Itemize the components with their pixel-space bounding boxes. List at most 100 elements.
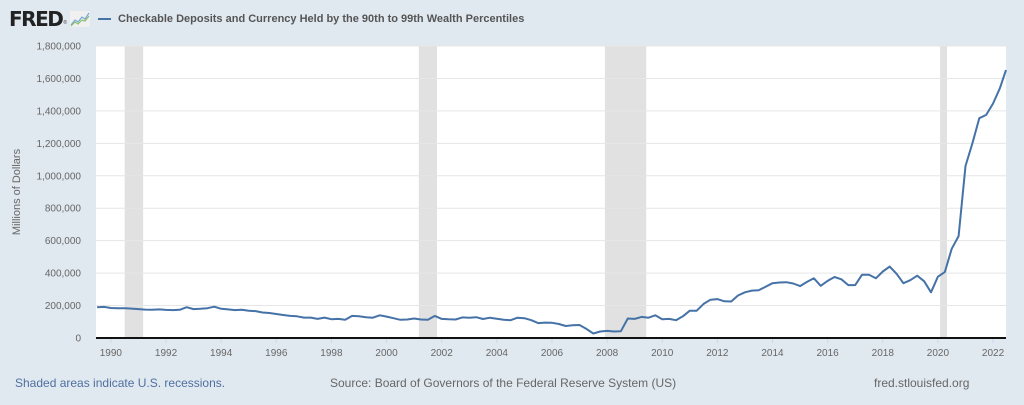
data-point[interactable] [487, 315, 493, 321]
data-point[interactable] [328, 316, 334, 322]
data-point[interactable] [666, 316, 672, 322]
data-point[interactable] [969, 140, 975, 146]
data-point[interactable] [976, 115, 982, 121]
data-point[interactable] [342, 317, 348, 323]
data-point[interactable] [170, 307, 176, 313]
data-point[interactable] [845, 282, 851, 288]
data-point[interactable] [625, 316, 631, 322]
data-point[interactable] [914, 273, 920, 279]
data-point[interactable] [673, 317, 679, 323]
data-point[interactable] [949, 246, 955, 252]
data-point[interactable] [880, 268, 886, 274]
data-point[interactable] [687, 308, 693, 314]
data-point[interactable] [763, 284, 769, 290]
data-point[interactable] [315, 316, 321, 322]
data-point[interactable] [859, 272, 865, 278]
data-point[interactable] [935, 274, 941, 280]
data-point[interactable] [322, 315, 328, 321]
data-point[interactable] [832, 274, 838, 280]
data-point[interactable] [225, 306, 231, 312]
site-link[interactable]: fred.stlouisfed.org [874, 376, 970, 390]
data-point[interactable] [294, 313, 300, 319]
data-point[interactable] [942, 269, 948, 275]
data-point[interactable] [728, 299, 734, 305]
data-point[interactable] [735, 292, 741, 298]
data-point[interactable] [962, 163, 968, 169]
data-point[interactable] [776, 280, 782, 286]
data-point[interactable] [866, 272, 872, 278]
data-point[interactable] [115, 305, 121, 311]
data-point[interactable] [473, 314, 479, 320]
data-point[interactable] [142, 307, 148, 313]
data-point[interactable] [838, 276, 844, 282]
data-point[interactable] [521, 315, 527, 321]
data-point[interactable] [535, 320, 541, 326]
data-point[interactable] [701, 301, 707, 307]
data-point[interactable] [604, 328, 610, 334]
data-point[interactable] [770, 280, 776, 286]
data-point[interactable] [494, 316, 500, 322]
data-point[interactable] [983, 112, 989, 118]
data-point[interactable] [156, 306, 162, 312]
data-point[interactable] [239, 307, 245, 313]
data-point[interactable] [280, 312, 286, 318]
series-line-0[interactable] [97, 69, 1007, 335]
data-point[interactable] [425, 317, 431, 323]
data-point[interactable] [94, 304, 100, 310]
data-point[interactable] [411, 316, 417, 322]
data-point[interactable] [266, 310, 272, 316]
data-point[interactable] [287, 313, 293, 319]
data-point[interactable] [639, 314, 645, 320]
data-point[interactable] [446, 316, 452, 322]
data-point[interactable] [997, 85, 1003, 91]
data-point[interactable] [452, 317, 458, 323]
data-point[interactable] [1003, 67, 1009, 73]
data-point[interactable] [956, 233, 962, 239]
data-point[interactable] [783, 279, 789, 285]
data-point[interactable] [556, 321, 562, 327]
data-point[interactable] [659, 316, 665, 322]
data-point[interactable] [184, 304, 190, 310]
data-point[interactable] [894, 271, 900, 277]
data-point[interactable] [618, 328, 624, 334]
data-point[interactable] [542, 320, 548, 326]
data-point[interactable] [301, 315, 307, 321]
data-point[interactable] [122, 305, 128, 311]
data-point[interactable] [632, 316, 638, 322]
data-point[interactable] [390, 315, 396, 321]
data-point[interactable] [570, 322, 576, 328]
data-point[interactable] [349, 313, 355, 319]
data-point[interactable] [721, 298, 727, 304]
data-point[interactable] [163, 307, 169, 313]
data-point[interactable] [887, 264, 893, 270]
data-point[interactable] [652, 312, 658, 318]
data-point[interactable] [232, 307, 238, 313]
data-point[interactable] [356, 313, 362, 319]
data-point[interactable] [756, 287, 762, 293]
data-point[interactable] [335, 316, 341, 322]
data-point[interactable] [101, 304, 107, 310]
data-point[interactable] [370, 315, 376, 321]
data-point[interactable] [611, 329, 617, 335]
data-point[interactable] [852, 282, 858, 288]
data-point[interactable] [418, 317, 424, 323]
data-point[interactable] [707, 297, 713, 303]
data-point[interactable] [439, 316, 445, 322]
data-point[interactable] [308, 315, 314, 321]
data-point[interactable] [818, 283, 824, 289]
data-point[interactable] [825, 278, 831, 284]
data-point[interactable] [508, 317, 514, 323]
data-point[interactable] [197, 306, 203, 312]
data-point[interactable] [432, 313, 438, 319]
data-point[interactable] [149, 307, 155, 313]
data-point[interactable] [742, 289, 748, 295]
data-point[interactable] [397, 317, 403, 323]
data-point[interactable] [480, 316, 486, 322]
data-point[interactable] [384, 314, 390, 320]
data-point[interactable] [714, 296, 720, 302]
data-point[interactable] [108, 305, 114, 311]
data-point[interactable] [563, 323, 569, 329]
data-point[interactable] [811, 275, 817, 281]
data-point[interactable] [873, 275, 879, 281]
data-point[interactable] [749, 288, 755, 294]
